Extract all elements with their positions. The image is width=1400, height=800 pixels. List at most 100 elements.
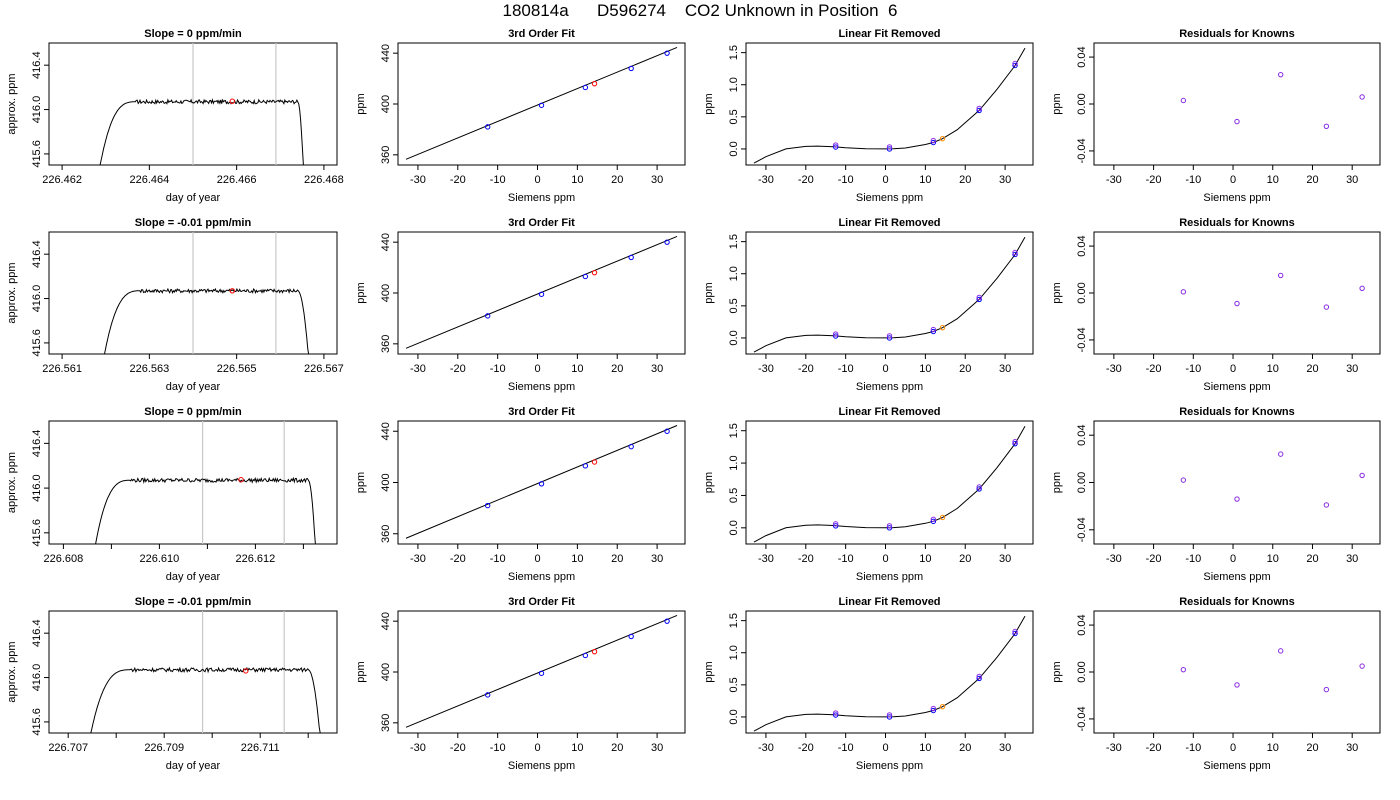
x-tick-label: 10 (1267, 742, 1279, 754)
known-point (582, 84, 589, 91)
y-axis-label: ppm (703, 282, 715, 303)
x-tick-label: 226.563 (129, 363, 169, 375)
plot-frame (745, 231, 1034, 355)
known-point-repeat (930, 516, 937, 523)
x-tick-label: -10 (490, 363, 506, 375)
fit-panel: 3rd Order Fit -30 -20 -10 0 10 20 30 360 400 440 Si… (355, 596, 686, 772)
y-tick-label: 416.4 (31, 51, 43, 79)
known-point-repeat (886, 712, 893, 718)
residual-point (1277, 71, 1284, 78)
known-point-repeat (930, 705, 937, 712)
y-axis-label: approx. ppm (6, 641, 18, 702)
concentration-trace (94, 476, 316, 545)
unknown-point (243, 668, 249, 674)
residuals-panel: Residuals for Knowns -30 -20 -10 0 10 20 30 -0.0… (1051, 217, 1381, 393)
known-point (664, 428, 670, 434)
x-tick-label: 20 (959, 553, 971, 565)
fit-panel: 3rd Order Fit -30 -20 -10 0 10 20 30 360 400 440 Si… (355, 28, 686, 204)
x-tick-label: -20 (798, 553, 814, 565)
y-tick-label: 1.5 (728, 234, 740, 249)
known-point (628, 633, 634, 640)
residual-point (1359, 472, 1365, 479)
x-tick-label: 10 (919, 363, 931, 375)
residual-point (1323, 502, 1330, 508)
residual-point (1323, 686, 1330, 693)
y-tick-label: 415.6 (31, 140, 43, 168)
unknown-point (939, 703, 946, 710)
unknown-point (238, 477, 244, 483)
unknown-point (939, 135, 946, 142)
known-point (538, 670, 545, 676)
y-axis-label: ppm (1051, 472, 1063, 493)
panel-title: Residuals for Knowns (1179, 406, 1295, 418)
x-tick-label: 0 (882, 363, 888, 375)
x-tick-label: 30 (1346, 742, 1358, 754)
x-tick-label: 10 (571, 742, 583, 754)
x-tick-label: 30 (999, 363, 1011, 375)
x-tick-label: 30 (1346, 363, 1358, 375)
y-tick-label: 400 (380, 473, 392, 491)
x-tick-label: -10 (838, 363, 854, 375)
known-point-repeat (886, 144, 893, 150)
plot-frame (745, 42, 1034, 166)
y-tick-label: 360 (380, 146, 392, 164)
y-tick-label: 416.4 (31, 430, 43, 458)
residual-point (1234, 682, 1240, 688)
x-tick-label: 226.610 (140, 553, 180, 565)
x-axis-label: Siemens ppm (508, 381, 575, 393)
time-series-panel: Slope = 0 ppm/min 226.462 226.464 226.466 22… (6, 28, 344, 204)
panel-title: Slope = 0 ppm/min (144, 28, 242, 40)
x-axis-label: Siemens ppm (1203, 571, 1270, 583)
x-tick-label: 20 (611, 742, 623, 754)
known-point (976, 107, 982, 114)
plot-frame (1093, 610, 1381, 734)
x-tick-label: -20 (450, 174, 466, 186)
x-tick-label: 0 (882, 553, 888, 565)
cubic-curve (753, 615, 1026, 732)
x-tick-label: 226.709 (144, 742, 184, 754)
page-title: 180814a D596274 CO2 Unknown in Position … (502, 1, 898, 20)
y-tick-label: 0.04 (1076, 46, 1088, 67)
known-point (832, 144, 839, 150)
x-tick-label: 226.608 (44, 553, 84, 565)
plot-frame (397, 610, 686, 734)
x-axis-label: Siemens ppm (508, 192, 575, 204)
x-tick-label: -30 (410, 363, 426, 375)
known-point-repeat (1012, 438, 1018, 445)
x-tick-label: -20 (1146, 174, 1162, 186)
plot-frame (397, 42, 686, 166)
y-tick-label: 1.0 (728, 455, 740, 470)
x-axis-label: day of year (166, 381, 221, 393)
x-tick-label: 226.612 (236, 553, 276, 565)
y-tick-label: 1.0 (728, 77, 740, 92)
x-tick-label: 20 (1306, 174, 1318, 186)
y-axis-label: ppm (703, 472, 715, 493)
y-tick-label: 440 (380, 44, 392, 62)
x-tick-label: -10 (1185, 174, 1201, 186)
y-axis-label: ppm (355, 282, 367, 303)
residual-point (1180, 289, 1187, 295)
known-point (484, 502, 491, 509)
known-point (886, 335, 893, 341)
residual-point (1277, 451, 1284, 457)
x-tick-label: -20 (450, 742, 466, 754)
x-tick-label: 0 (882, 174, 888, 186)
x-tick-label: 226.711 (241, 742, 280, 754)
known-point-repeat (976, 484, 982, 490)
y-tick-label: 0.04 (1076, 235, 1088, 256)
y-tick-label: 360 (380, 335, 392, 353)
x-tick-label: 226.466 (217, 174, 257, 186)
linear-removed-panel: Linear Fit Removed -30 -20 -10 0 10 20 30 0.0 0.5… (703, 596, 1034, 772)
known-point (664, 239, 670, 245)
y-tick-label: 0.0 (728, 709, 740, 724)
panel-title: Linear Fit Removed (838, 406, 940, 418)
x-axis-label: day of year (166, 760, 221, 772)
residual-point (1359, 663, 1365, 669)
linear-removed-panel: Linear Fit Removed -30 -20 -10 0 10 20 30 0.0 0.5… (703, 406, 1034, 583)
fit-panel: 3rd Order Fit -30 -20 -10 0 10 20 30 360 400 440 Si… (355, 406, 686, 583)
known-point (886, 146, 893, 152)
x-axis-label: Siemens ppm (508, 760, 575, 772)
known-point (976, 296, 982, 303)
y-tick-label: 0.0 (728, 330, 740, 345)
